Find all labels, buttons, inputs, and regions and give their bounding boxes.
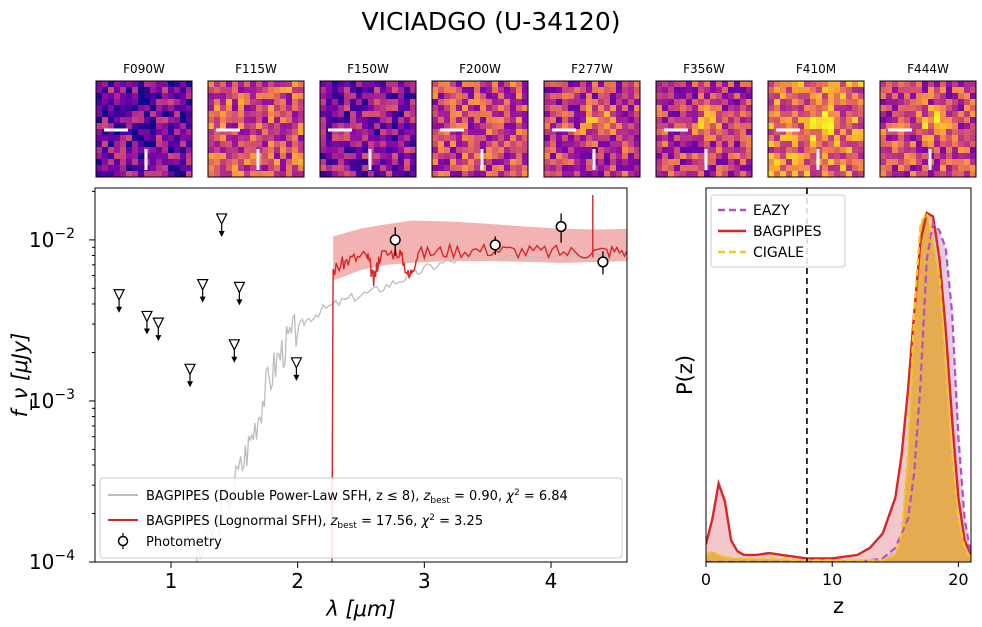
photometry-point — [389, 227, 401, 256]
upper-limit — [290, 357, 303, 381]
pz-axes-frame — [705, 187, 972, 563]
sed-xtick-label: 3 — [418, 569, 431, 593]
sed-ylabel: f_ν [μJy] — [8, 333, 33, 418]
cutout-f444w: F444W — [879, 62, 977, 178]
cutout-filter-label: F115W — [235, 62, 277, 76]
cutout-filter-label: F444W — [907, 62, 949, 76]
upper-limit — [233, 281, 246, 306]
pz-legend-label-cigale: CIGALE — [753, 245, 804, 261]
cutout-filter-label: F150W — [347, 62, 389, 76]
sed-xtick-label: 1 — [165, 569, 178, 593]
upper-limit — [184, 363, 196, 388]
sed-axes-frame — [94, 187, 628, 563]
pz-xtick-label: 0 — [701, 570, 711, 589]
cutout-f115w: F115W — [207, 62, 305, 178]
sed-xtick-label: 4 — [545, 569, 558, 593]
cutout-f356w: F356W — [655, 62, 753, 178]
pz-legend-box — [710, 194, 846, 268]
cutout-f090w: F090W — [95, 62, 193, 178]
pz-line-cigale — [706, 209, 971, 562]
legend-label-photometry: Photometry — [146, 535, 222, 550]
pz-line-bagpipes — [706, 211, 971, 560]
pz-fill-cigale — [706, 212, 971, 562]
upper-limit — [152, 317, 165, 342]
sed-xtick-label: 2 — [291, 569, 304, 593]
sed-ytick-label: 10−3 — [29, 387, 75, 413]
pz-fill-bagpipes — [706, 212, 971, 562]
upper-limit — [228, 339, 241, 363]
photometry-point — [555, 213, 567, 243]
pz-panel: 0 10 20 z P(z) EAZY BAGPIPES CIGALE — [673, 187, 972, 618]
pz-ylabel: P(z) — [673, 355, 697, 395]
sed-ytick-label: 10−2 — [29, 226, 75, 252]
upper-limit — [215, 213, 228, 237]
pz-xtick-label: 20 — [948, 570, 968, 589]
cutout-filter-label: F200W — [459, 62, 501, 76]
upper-limit — [196, 279, 209, 303]
cutout-filter-label: F356W — [683, 62, 725, 76]
upper-limit — [140, 310, 153, 335]
photometry-point — [597, 251, 609, 275]
cutout-f150w: F150W — [319, 62, 417, 178]
pz-legend: EAZY BAGPIPES CIGALE — [710, 194, 846, 268]
legend-swatch-photometry — [117, 533, 129, 549]
figure-title: VICIADGO (U-34120) — [361, 7, 620, 36]
pz-xtick-label: 10 — [822, 570, 842, 589]
sed-xlabel: λ [μm] — [325, 597, 395, 621]
pz-legend-label-eazy: EAZY — [753, 203, 790, 219]
cutout-filter-label: F277W — [571, 62, 613, 76]
cutout-f410m: F410M — [767, 62, 865, 178]
model-line-lognormal — [331, 241, 627, 562]
cutout-f277w: F277W — [543, 62, 641, 178]
cutout-strip: F090W F115W F150W F200W F277W F356W F410M F444W — [95, 62, 977, 178]
model-line-double-power-law — [195, 249, 624, 562]
cutout-f200w: F200W — [431, 62, 529, 178]
photometry-point — [489, 236, 501, 255]
pz-legend-label-bagpipes: BAGPIPES — [753, 224, 822, 240]
sed-legend-box — [99, 477, 623, 559]
sed-panel: 1 2 3 4 10−4 10−3 10−2 λ [μm] f_ν [μJy] BAGPIPES… — [8, 187, 628, 621]
cutout-filter-label: F090W — [123, 62, 165, 76]
sed-legend: BAGPIPES (Double Power-Law SFH, z ≤ 8), … — [99, 477, 623, 559]
pz-xlabel: z — [833, 594, 844, 618]
sed-ytick-label: 10−4 — [29, 548, 75, 574]
cutout-filter-label: F410M — [796, 62, 836, 76]
legend-label-lognormal: BAGPIPES (Lognormal SFH), zbest = 17.56,… — [146, 513, 483, 531]
legend-label-double-power-law: BAGPIPES (Double Power-Law SFH, z ≤ 8), … — [146, 488, 568, 506]
upper-limit — [113, 289, 126, 313]
